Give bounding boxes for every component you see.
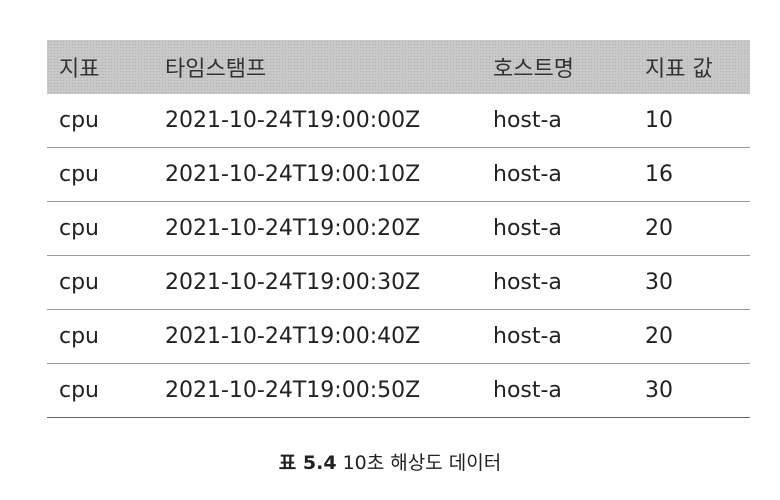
cell-metric-value: 20 xyxy=(633,309,750,364)
cell-metric-value: 20 xyxy=(633,201,750,256)
data-table-container: 지표 타임스탬프 호스트명 지표 값 cpu 2021-10-24T19:00:… xyxy=(47,40,750,418)
cell-metric: cpu xyxy=(47,309,153,364)
table-row: cpu 2021-10-24T19:00:00Z host-a 10 xyxy=(47,94,750,148)
cell-hostname: host-a xyxy=(481,309,633,364)
cell-timestamp: 2021-10-24T19:00:50Z xyxy=(153,363,481,418)
header-timestamp: 타임스탬프 xyxy=(165,57,267,82)
cell-hostname: host-a xyxy=(481,147,633,202)
cell-metric-value: 16 xyxy=(633,147,750,202)
metrics-table: 지표 타임스탬프 호스트명 지표 값 cpu 2021-10-24T19:00:… xyxy=(47,40,750,418)
table-caption: 표 5.4 10초 해상도 데이터 xyxy=(0,448,780,475)
cell-timestamp: 2021-10-24T19:00:10Z xyxy=(153,147,481,202)
cell-metric-value: 30 xyxy=(633,255,750,310)
cell-metric: cpu xyxy=(47,363,153,418)
cell-metric: cpu xyxy=(47,94,153,148)
cell-hostname: host-a xyxy=(481,94,633,148)
cell-metric-value: 10 xyxy=(633,94,750,148)
cell-timestamp: 2021-10-24T19:00:00Z xyxy=(153,94,481,148)
table-caption-number: 표 5.4 xyxy=(278,452,337,474)
header-hostname: 호스트명 xyxy=(493,57,574,82)
cell-hostname: host-a xyxy=(481,255,633,310)
cell-metric: cpu xyxy=(47,147,153,202)
table-row: cpu 2021-10-24T19:00:40Z host-a 20 xyxy=(47,309,750,364)
cell-metric: cpu xyxy=(47,201,153,256)
cell-timestamp: 2021-10-24T19:00:40Z xyxy=(153,309,481,364)
cell-timestamp: 2021-10-24T19:00:30Z xyxy=(153,255,481,310)
cell-metric-value: 30 xyxy=(633,363,750,418)
header-metric-value: 지표 값 xyxy=(645,57,713,82)
cell-timestamp: 2021-10-24T19:00:20Z xyxy=(153,201,481,256)
table-row: cpu 2021-10-24T19:00:30Z host-a 30 xyxy=(47,255,750,310)
table-header-row: 지표 타임스탬프 호스트명 지표 값 xyxy=(47,40,750,94)
cell-hostname: host-a xyxy=(481,363,633,418)
table-row: cpu 2021-10-24T19:00:10Z host-a 16 xyxy=(47,147,750,202)
cell-hostname: host-a xyxy=(481,201,633,256)
cell-metric: cpu xyxy=(47,255,153,310)
header-metric: 지표 xyxy=(59,57,100,82)
table-row: cpu 2021-10-24T19:00:20Z host-a 20 xyxy=(47,201,750,256)
table-caption-text: 10초 해상도 데이터 xyxy=(342,452,502,474)
table-row: cpu 2021-10-24T19:00:50Z host-a 30 xyxy=(47,363,750,418)
